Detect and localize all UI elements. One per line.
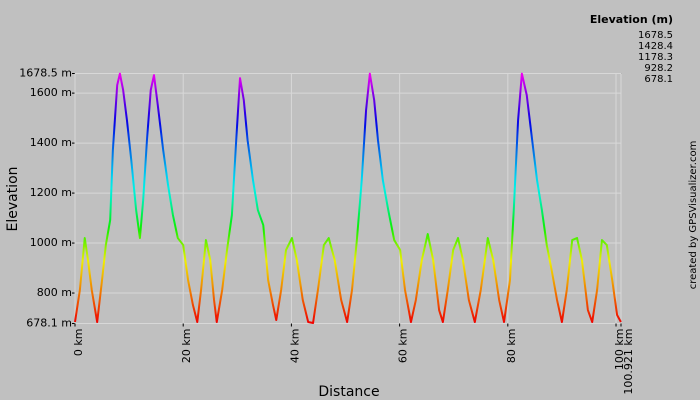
legend-entry: 928.2 xyxy=(644,63,673,74)
legend-entry: 1178.3 xyxy=(638,52,673,63)
legend-entry: 1428.4 xyxy=(638,41,673,52)
credit: created by GPSVisualizer.com xyxy=(688,141,699,290)
x-tick-label: 100.921 km xyxy=(622,329,635,395)
x-tick-label: 40 km xyxy=(288,329,301,364)
x-tick-label: 80 km xyxy=(505,329,518,364)
x-axis-title: Distance xyxy=(318,384,379,400)
x-tick-label: 20 km xyxy=(180,329,193,364)
legend-entry: 1678.5 xyxy=(638,30,673,41)
y-tick-label: 1000 m xyxy=(30,236,72,249)
y-tick-label: 1600 m xyxy=(30,86,72,99)
x-tick-label: 0 km xyxy=(72,329,85,357)
y-axis-title: Elevation xyxy=(5,166,21,231)
legend-title: Elevation (m) xyxy=(590,13,673,26)
y-tick-label: 1678.5 m xyxy=(19,67,72,80)
elevation-line xyxy=(74,72,622,325)
x-tick-label: 60 km xyxy=(397,329,410,364)
y-tick-label: 678.1 m xyxy=(26,317,72,330)
y-tick-label: 800 m xyxy=(37,286,72,299)
y-tick-label: 1400 m xyxy=(30,136,72,149)
x-tick-label: 100 km xyxy=(613,329,626,371)
y-tick-label: 1200 m xyxy=(30,186,72,199)
legend-entry: 678.1 xyxy=(644,74,673,85)
